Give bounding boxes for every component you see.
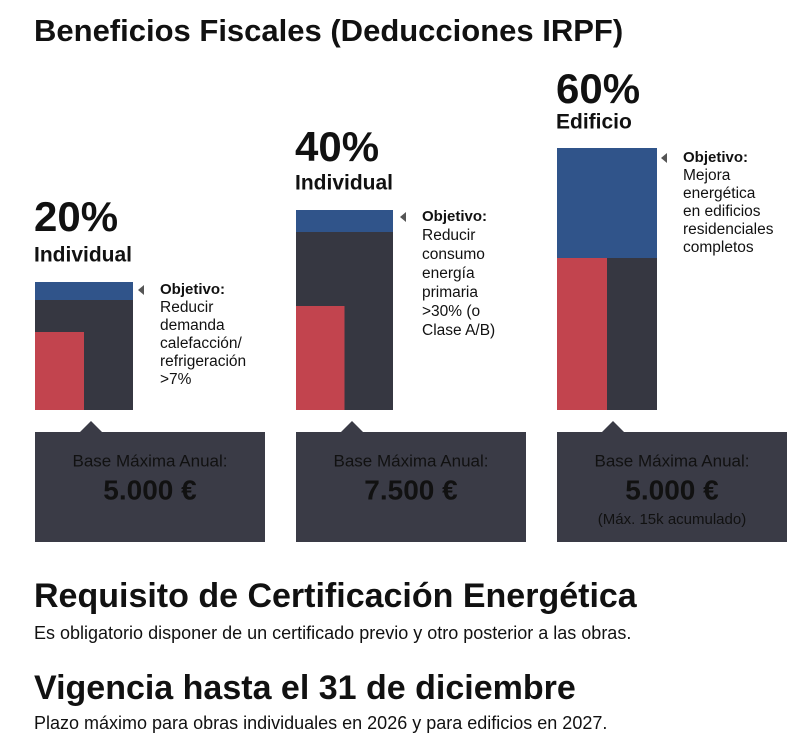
box-pointer: [341, 421, 363, 432]
objective-line: consumo: [422, 246, 485, 263]
section-text: Es obligatorio disponer de un certificad…: [34, 623, 631, 643]
bar-top: [35, 282, 133, 300]
objective-line: Reducir: [160, 299, 213, 316]
base-box: [35, 432, 265, 542]
objective-line: energética: [683, 185, 756, 202]
objective-line: completos: [683, 239, 754, 256]
section-heading: Vigencia hasta el 31 de diciembre: [34, 669, 576, 707]
objective-line: en edificios: [683, 203, 761, 220]
bar-top: [557, 148, 657, 258]
bar-red: [557, 258, 607, 410]
objective-line: demanda: [160, 317, 225, 334]
objective-label: Objetivo:: [683, 149, 748, 166]
amount: 5.000 €: [103, 474, 197, 505]
box-pointer: [602, 421, 624, 432]
scope: Individual: [295, 172, 393, 195]
objective-line: residenciales: [683, 221, 774, 238]
base-box: [557, 432, 787, 542]
base-label: Base Máxima Anual:: [595, 451, 750, 470]
bar-red: [35, 332, 84, 410]
objective-line: calefacción/: [160, 335, 243, 352]
title: Beneficios Fiscales (Deducciones IRPF): [34, 13, 623, 48]
pointer: [400, 212, 406, 222]
base-box: [296, 432, 526, 542]
amount: 7.500 €: [364, 474, 458, 505]
objective-line: Clase A/B): [422, 322, 495, 339]
pointer: [138, 285, 144, 295]
bar-red: [296, 306, 345, 410]
objective-line: >7%: [160, 371, 192, 388]
objective-line: >30% (o: [422, 303, 480, 320]
amount: 5.000 €: [625, 474, 719, 505]
objective-label: Objetivo:: [160, 281, 225, 298]
scope: Individual: [34, 244, 132, 267]
pointer: [661, 153, 667, 163]
objective-line: Mejora: [683, 167, 731, 184]
base-label: Base Máxima Anual:: [73, 451, 228, 470]
objective-label: Objetivo:: [422, 208, 487, 225]
objective-line: energía: [422, 265, 475, 282]
bar-top: [296, 210, 393, 232]
note: (Máx. 15k acumulado): [598, 511, 746, 528]
percent: 40%: [295, 123, 379, 170]
box-pointer: [80, 421, 102, 432]
scope: Edificio: [556, 111, 632, 134]
section-text: Plazo máximo para obras individuales en …: [34, 713, 607, 733]
objective-line: refrigeración: [160, 353, 246, 370]
objective-line: primaria: [422, 284, 478, 301]
base-label: Base Máxima Anual:: [334, 451, 489, 470]
objective-line: Reducir: [422, 227, 475, 244]
percent: 60%: [556, 65, 640, 112]
section-heading: Requisito de Certificación Energética: [34, 577, 638, 615]
percent: 20%: [34, 193, 118, 240]
